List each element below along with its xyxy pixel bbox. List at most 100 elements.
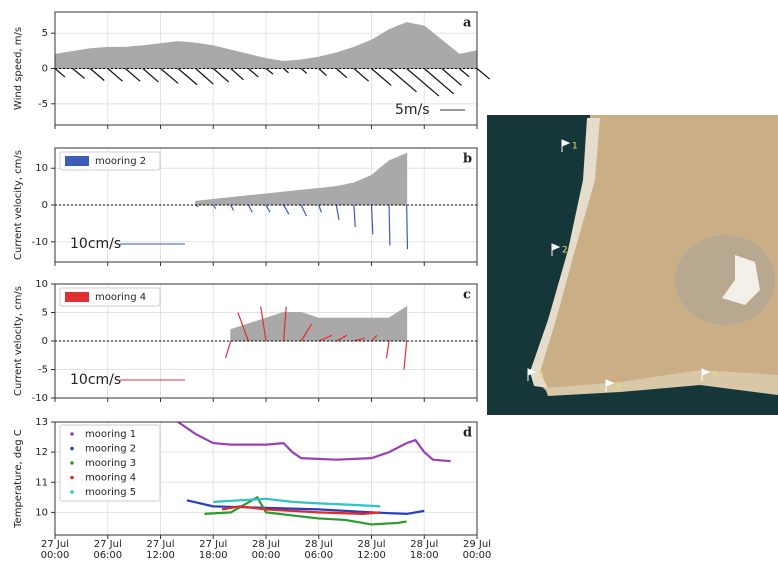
- stick: [89, 68, 105, 81]
- stick: [265, 204, 271, 213]
- legend-box: [59, 424, 161, 502]
- map-marker-label: 4: [616, 382, 622, 392]
- plot-frame: [54, 421, 478, 536]
- y-tick-label: 12: [35, 447, 48, 458]
- stick: [265, 68, 274, 75]
- stick: [72, 68, 85, 79]
- stick: [283, 204, 290, 215]
- y-tick-label: 10: [35, 163, 48, 174]
- legend-marker: [70, 446, 74, 451]
- stick: [260, 306, 267, 342]
- stick: [371, 334, 378, 342]
- map-marker-label: 1: [572, 142, 578, 152]
- plot-frame: [54, 147, 478, 263]
- stick: [230, 204, 235, 211]
- stick: [300, 323, 313, 342]
- stick: [282, 306, 287, 342]
- stick: [54, 68, 66, 78]
- stick: [212, 68, 230, 83]
- stick: [224, 340, 232, 359]
- x-tick-label: 27 Jul 06:00: [93, 539, 123, 561]
- map-marker-label: 5: [712, 371, 718, 381]
- stick: [423, 68, 455, 95]
- x-tick-label: 27 Jul 12:00: [146, 539, 175, 561]
- x-tick-label: 27 Jul 00:00: [40, 539, 70, 561]
- x-tick-label: 29 Jul 00:00: [462, 539, 492, 561]
- stick: [230, 68, 244, 81]
- stick: [388, 68, 417, 93]
- y-tick-label: -5: [38, 99, 48, 110]
- stick: [388, 204, 391, 246]
- y-tick-label: 13: [35, 417, 48, 428]
- stick: [353, 204, 356, 228]
- stick: [336, 334, 348, 342]
- line: [221, 505, 381, 516]
- legend-marker: [70, 461, 74, 465]
- stick: [177, 68, 198, 86]
- plot-frame: [54, 283, 478, 399]
- stick: [385, 340, 390, 359]
- legend-marker: [70, 475, 74, 480]
- y-tick-label: 10: [35, 507, 48, 518]
- map-marker-label: 3: [538, 371, 544, 381]
- line: [177, 421, 451, 463]
- x-tick-label: 28 Jul 00:00: [251, 539, 281, 561]
- legend-swatch: [65, 292, 89, 302]
- stick: [371, 68, 392, 86]
- stick: [283, 68, 289, 74]
- depression: [675, 235, 775, 325]
- y-tick-label: 10: [35, 279, 48, 290]
- series-group: [54, 22, 491, 97]
- legend-label: mooring 2: [85, 444, 136, 455]
- series-group: [195, 152, 409, 250]
- stick: [212, 204, 217, 210]
- stick: [476, 68, 491, 80]
- x-tick-label: 28 Jul 06:00: [304, 539, 334, 561]
- legend-label: mooring 4: [95, 292, 146, 303]
- stick: [441, 68, 462, 86]
- line: [204, 495, 407, 526]
- beach: [530, 118, 600, 388]
- south-shore: [545, 370, 778, 396]
- stick: [237, 312, 249, 342]
- series-group: [224, 305, 408, 370]
- panel-label: d: [463, 426, 472, 441]
- stick: [318, 204, 322, 213]
- stick: [195, 68, 214, 85]
- stick: [353, 68, 370, 82]
- map-flag: [605, 379, 615, 392]
- legend-label: mooring 2: [95, 156, 146, 167]
- stick: [124, 68, 141, 82]
- x-tick-label: 28 Jul 18:00: [409, 539, 439, 561]
- line: [213, 497, 381, 508]
- series-group: [177, 421, 451, 526]
- y-tick-label: -10: [32, 393, 48, 404]
- legend-label: mooring 1: [85, 429, 136, 440]
- line: [186, 499, 425, 516]
- stick: [406, 204, 409, 250]
- map-flag: [701, 368, 711, 381]
- stick: [160, 68, 179, 84]
- stick: [107, 68, 123, 82]
- y-tick-label: 0: [42, 64, 48, 75]
- y-tick-label: 0: [42, 200, 48, 211]
- panel-label: a: [463, 16, 472, 31]
- legend-marker: [70, 432, 74, 436]
- legend-label: mooring 5: [85, 487, 136, 498]
- stick: [459, 68, 470, 78]
- legend-swatch: [65, 156, 89, 166]
- y-tick-label: -5: [38, 365, 48, 376]
- stick: [248, 68, 259, 78]
- map-marker-label: 2: [562, 246, 568, 256]
- stick: [335, 204, 340, 220]
- speed-envelope: [230, 305, 408, 342]
- scale-label: 10cm/s: [70, 372, 121, 388]
- legend-label: mooring 4: [85, 473, 136, 484]
- stick: [300, 68, 308, 74]
- panel-label: c: [463, 288, 471, 303]
- map-flag: [527, 368, 537, 381]
- stick: [403, 340, 408, 370]
- y-axis-label: Current velocity, cm/s: [13, 286, 24, 396]
- map-flag: [551, 243, 561, 256]
